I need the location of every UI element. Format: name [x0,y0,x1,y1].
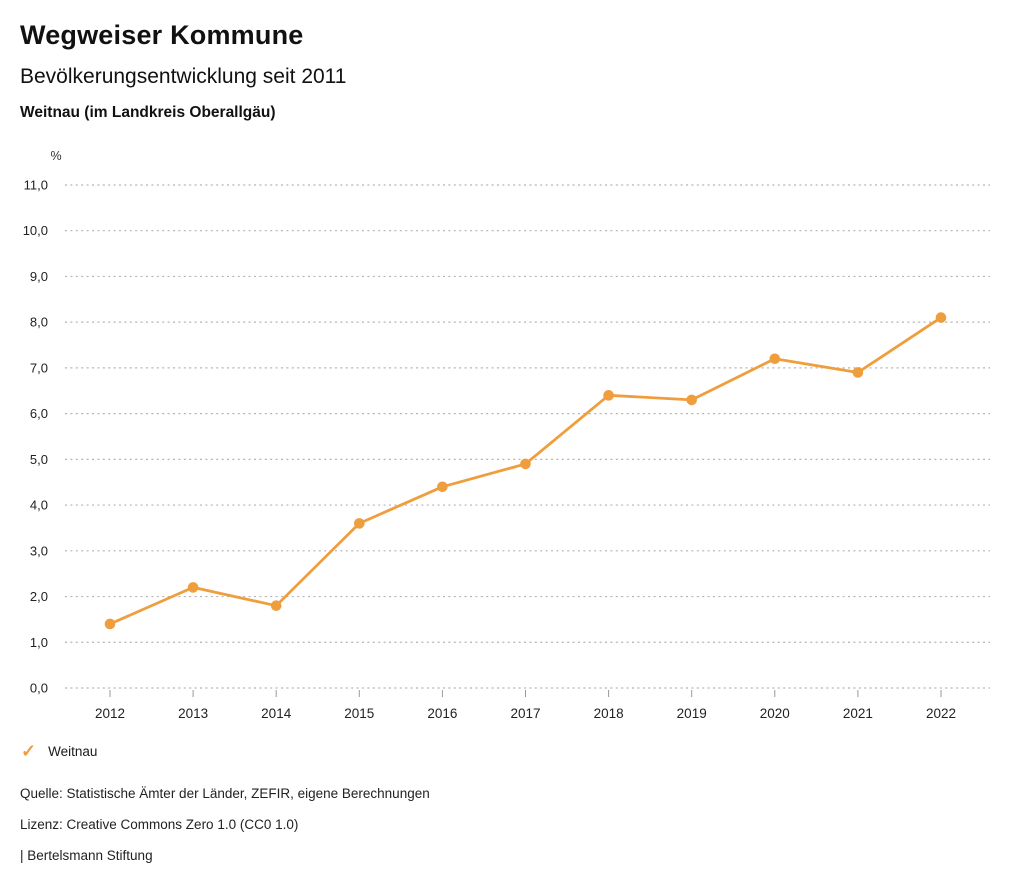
legend-label: Weitnau [48,743,98,759]
data-point[interactable] [104,618,116,630]
data-point[interactable] [520,458,531,470]
series-line-weitnau [108,316,943,626]
x-tick-label: 2017 [510,706,540,721]
check-icon: ✓ [21,741,37,761]
y-tick-label: 4,0 [30,498,48,513]
y-tick-label: 11,0 [24,177,48,192]
y-tick-label: 9,0 [30,269,48,284]
data-point[interactable] [769,353,781,365]
data-point[interactable] [852,367,864,378]
x-tick-label: 2019 [677,706,707,721]
source-text: Quelle: Statistische Ämter der Länder, Z… [20,786,430,801]
x-tick-label: 2022 [926,706,956,721]
license-text: Lizenz: Creative Commons Zero 1.0 (CC0 1… [20,817,299,832]
y-tick-label: 6,0 [30,406,48,421]
x-tick-label: 2012 [95,706,125,721]
x-tick-label: 2021 [843,706,873,721]
region-title: Weitnau (im Landkreis Oberallgäu) [20,104,276,121]
x-tick-label: 2015 [344,706,374,721]
y-tick-label: 3,0 [30,543,48,558]
data-point[interactable] [187,582,199,593]
y-axis-unit-label: % [50,149,61,163]
data-point[interactable] [437,481,448,493]
x-tick-label: 2013 [178,706,208,721]
x-tick-label: 2014 [261,706,292,721]
chart-canvas: % 0,0 1,0 2,0 3,0 4,0 5,0 6,0 7,0 8,0 9,0 10,0 11,0 2… [23,149,990,721]
y-tick-label: 0,0 [30,681,48,696]
line-chart: % 0,0 1,0 2,0 3,0 4,0 5,0 6,0 7,0 8,0 9,0 10,0 11,0 2… [0,140,1024,740]
data-point[interactable] [603,390,614,401]
legend-item-weitnau[interactable]: ✓ Weitnau [21,742,97,760]
y-tick-label: 5,0 [30,452,48,467]
y-tick-label: 1,0 [30,635,48,650]
y-tick-label: 8,0 [30,315,48,330]
data-point[interactable] [354,518,365,529]
data-point[interactable] [686,394,697,406]
y-tick-label: 10,0 [23,223,48,238]
data-point[interactable] [270,600,282,611]
chart-subtitle: Bevölkerungsentwicklung seit 2011 [20,65,347,88]
x-tick-label: 2016 [427,706,457,721]
x-tick-label: 2020 [760,706,790,721]
y-tick-label: 2,0 [30,589,48,604]
attribution-text: | Bertelsmann Stiftung [20,848,153,863]
page-title: Wegweiser Kommune [20,20,304,50]
x-tick-label: 2018 [594,706,624,721]
data-point[interactable] [935,312,947,323]
y-tick-label: 7,0 [30,360,48,375]
